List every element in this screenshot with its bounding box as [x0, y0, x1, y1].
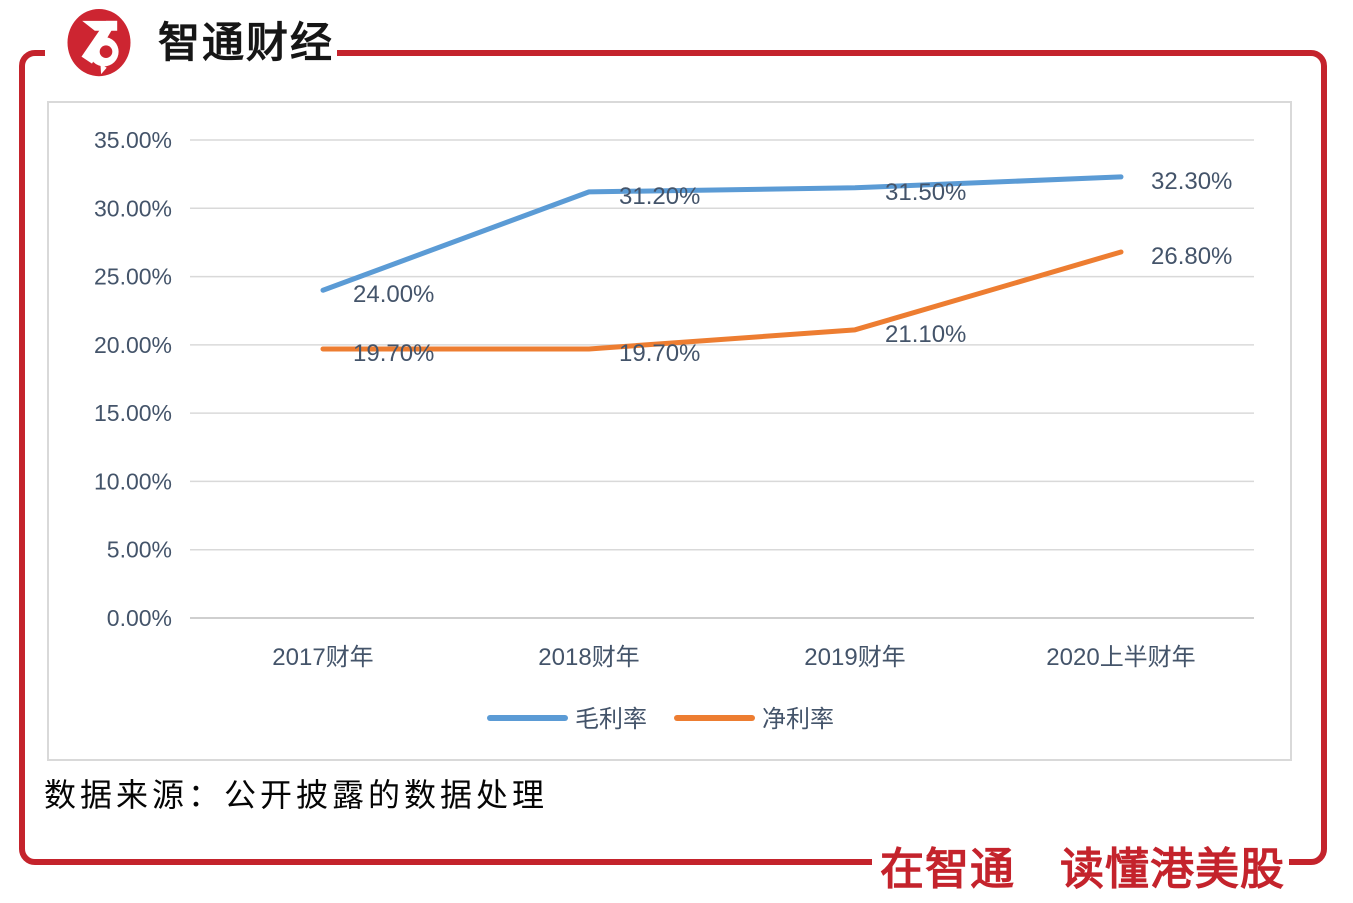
legend-label-0: 毛利率 — [575, 706, 647, 733]
brand-slogan: 在智通 读懂港美股 — [876, 833, 1289, 897]
y-tick-label: 30.00% — [94, 195, 172, 221]
x-tick-label: 2020上半财年 — [1046, 644, 1195, 671]
data-label: 32.30% — [1151, 168, 1232, 195]
zhitong-logo-icon — [67, 9, 131, 77]
data-label: 31.50% — [885, 179, 966, 206]
margin-trend-chart: 0.00% 5.00% 10.00% 15.00% 20.00% 25.00% 30.00%… — [94, 127, 1254, 733]
data-label: 31.20% — [619, 183, 700, 210]
y-tick-label: 25.00% — [94, 264, 172, 290]
y-tick-label: 5.00% — [107, 537, 172, 563]
data-label: 19.70% — [619, 340, 700, 367]
y-tick-label: 15.00% — [94, 400, 172, 426]
data-label: 26.80% — [1151, 243, 1232, 270]
x-tick-label: 2017财年 — [272, 644, 373, 671]
data-label: 19.70% — [353, 340, 434, 367]
y-tick-label: 0.00% — [107, 605, 172, 631]
chart-container: 0.00% 5.00% 10.00% 15.00% 20.00% 25.00% 30.00%… — [47, 101, 1292, 761]
y-tick-label: 35.00% — [94, 127, 172, 153]
x-tick-label: 2018财年 — [538, 644, 639, 671]
data-source-note: 数据来源：公开披露的数据处理 — [44, 777, 549, 813]
brand-frame — [19, 50, 1327, 865]
y-tick-label: 10.00% — [94, 468, 172, 494]
series-line-1 — [320, 249, 1124, 352]
logo-wordmark: 智通财经 — [158, 19, 335, 66]
series-line-0 — [320, 174, 1124, 293]
y-tick-label: 20.00% — [94, 332, 172, 358]
data-label: 24.00% — [353, 281, 434, 308]
x-tick-label: 2019财年 — [804, 644, 905, 671]
legend-label-1: 净利率 — [762, 706, 834, 733]
data-label: 21.10% — [885, 321, 966, 348]
